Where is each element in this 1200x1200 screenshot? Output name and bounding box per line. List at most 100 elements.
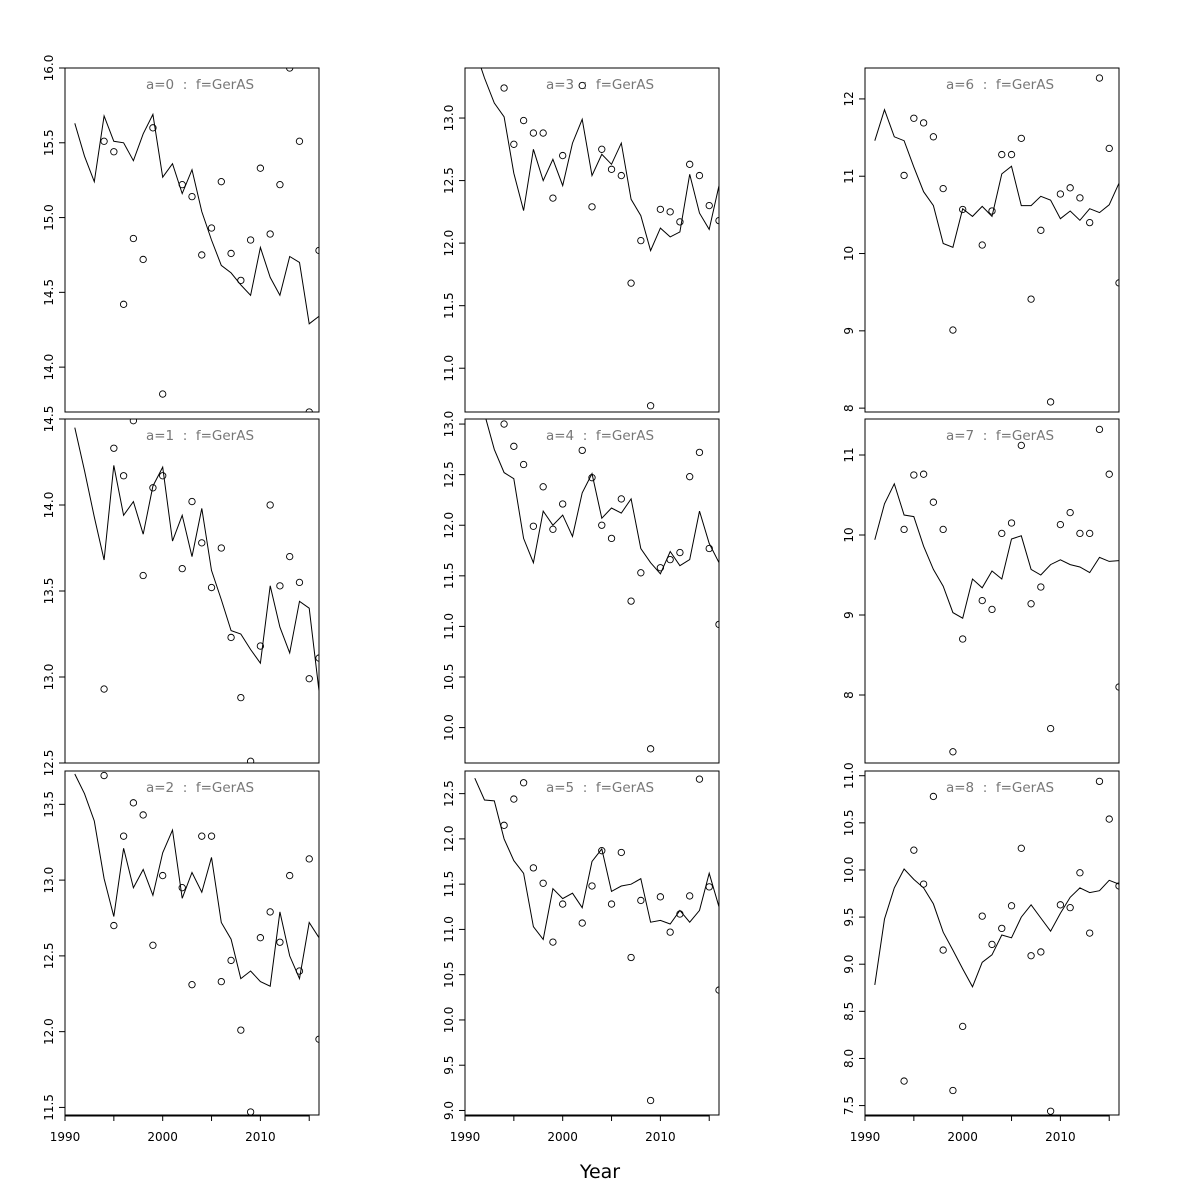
observed-point <box>598 145 606 153</box>
observed-point <box>695 448 704 457</box>
observed-point <box>1105 815 1113 823</box>
y-tick-label: 11.5 <box>442 292 456 319</box>
observed-point <box>500 821 508 829</box>
observed-point <box>266 230 274 238</box>
y-tick-label: 14.5 <box>42 279 56 306</box>
observed-point <box>939 184 947 193</box>
observed-point <box>188 981 196 989</box>
observed-point <box>237 693 245 702</box>
observed-point <box>978 241 986 249</box>
x-tick-label: 2010 <box>1045 1130 1076 1144</box>
observed-point <box>198 251 206 259</box>
fitted-line <box>874 482 1119 619</box>
y-tick-label: 9.0 <box>442 1101 456 1120</box>
x-tick-label: 1990 <box>50 1130 81 1144</box>
observed-point <box>627 953 635 962</box>
x-tick-label: 2000 <box>147 1130 178 1144</box>
observed-point <box>315 1035 319 1043</box>
observed-point <box>949 748 957 756</box>
y-tick-label: 13.0 <box>42 664 56 691</box>
fitted-line <box>74 427 319 691</box>
x-tick-label: 2010 <box>245 1130 276 1144</box>
observed-point <box>715 216 719 225</box>
observed-point <box>959 635 967 643</box>
observed-point <box>1076 194 1084 202</box>
observed-point <box>676 548 684 557</box>
observed-point <box>178 181 186 189</box>
observed-point <box>276 181 284 189</box>
observed-point <box>519 779 528 787</box>
fitted-line <box>485 419 719 575</box>
observed-point <box>978 912 986 920</box>
y-tick-label: 12.5 <box>442 167 456 194</box>
y-tick-label: 8.0 <box>842 1049 856 1068</box>
observed-point <box>510 795 518 803</box>
observed-point <box>715 986 719 994</box>
observed-point <box>646 1096 655 1105</box>
observed-point <box>500 84 508 92</box>
observed-point <box>227 633 235 642</box>
observed-point <box>510 442 518 450</box>
y-tick-label: 12.5 <box>442 780 456 807</box>
panel-8: 7.5 8.0 8.5 9.0 9.5 10.0 10.5 11.0 1990 2000 2010 a… <box>842 762 1120 1144</box>
y-tick-label: 10.0 <box>842 857 856 884</box>
observed-point <box>159 390 167 398</box>
observed-point <box>266 908 274 916</box>
observed-point <box>139 255 147 264</box>
observed-point <box>656 205 665 214</box>
panel-5: 9.0 9.5 10.0 10.5 11.0 11.5 12.0 12.5 1990 2000 20… <box>442 770 720 1144</box>
observed-point <box>666 555 674 564</box>
observed-point <box>949 1086 957 1095</box>
y-tick-label: 9 <box>842 611 856 619</box>
observed-point <box>246 236 255 244</box>
observed-point <box>110 148 118 156</box>
observed-point <box>1007 519 1016 527</box>
observed-point <box>100 771 108 780</box>
observed-point <box>295 967 304 975</box>
observed-point <box>110 921 118 930</box>
observed-point <box>519 460 528 469</box>
observed-point <box>1105 144 1113 153</box>
y-tick-label: 10.0 <box>442 1007 456 1034</box>
panel-plot-area <box>874 777 1119 1115</box>
observed-point <box>929 133 938 141</box>
observed-point <box>1046 1107 1055 1115</box>
observed-point <box>686 473 694 481</box>
panel-box <box>864 418 1120 764</box>
x-axis-label: Year <box>579 1161 620 1183</box>
y-tick-label: 9.0 <box>842 955 856 974</box>
y-tick-label: 15.5 <box>42 129 56 156</box>
observed-point <box>1056 901 1065 909</box>
observed-point <box>227 249 235 258</box>
y-tick-label: 12.5 <box>442 461 456 488</box>
y-tick-label: 14.0 <box>42 354 56 381</box>
y-tick-label: 16.0 <box>42 55 56 82</box>
observed-point <box>919 470 928 478</box>
observed-point <box>149 941 157 949</box>
observed-point <box>1027 295 1035 303</box>
observed-point <box>178 564 186 573</box>
observed-point <box>217 977 225 986</box>
y-tick-label: 12.5 <box>42 943 56 970</box>
observed-point <box>549 194 557 202</box>
y-tick-label: 9 <box>842 327 856 335</box>
fitted-line <box>74 773 319 987</box>
y-tick-label: 11.0 <box>442 916 456 943</box>
y-tick-label: 11.5 <box>442 871 456 898</box>
observed-point <box>929 498 938 506</box>
observed-point <box>617 495 625 503</box>
y-tick-label: 8.5 <box>842 1002 856 1021</box>
panel-title: a=6 : f=GerAS <box>946 77 1054 93</box>
observed-point <box>646 745 655 753</box>
observed-point <box>149 124 157 132</box>
y-tick-label: 8 <box>842 691 856 699</box>
observed-point <box>159 871 167 880</box>
y-tick-label: 11.0 <box>442 355 456 382</box>
observed-point <box>1066 508 1074 517</box>
y-tick-label: 13.5 <box>42 791 56 818</box>
panel-2: 11.5 12.0 12.5 13.0 13.5 1990 2000 2010 a=2 : f=… <box>42 770 320 1144</box>
y-tick-label: 13.0 <box>442 105 456 132</box>
observed-point <box>139 571 147 580</box>
observed-point <box>998 529 1006 538</box>
observed-point <box>227 956 235 965</box>
